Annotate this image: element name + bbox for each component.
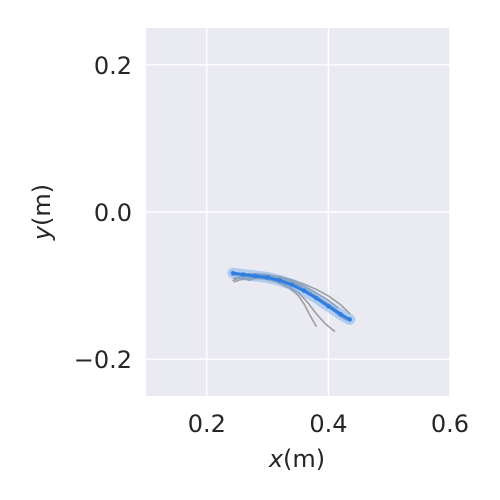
demonstration-line (234, 276, 339, 309)
y-axis-label-var: y (28, 225, 56, 241)
prediction-point (338, 311, 343, 317)
x-tick-labels: 0.2 0.4 0.6 (188, 410, 469, 438)
x-tick-label: 0.4 (309, 410, 347, 438)
prediction-point (253, 273, 258, 279)
y-tick-label: 0.2 (94, 52, 132, 80)
x-axis-label-unit: (m) (283, 445, 325, 473)
x-tick-label: 0.2 (188, 410, 226, 438)
y-tick-label: 0.0 (94, 199, 132, 227)
prediction-point (230, 270, 236, 276)
x-axis-label-var: x (268, 445, 284, 473)
demonstration-line (232, 276, 336, 332)
prediction-point (313, 295, 319, 301)
y-tick-label: −0.2 (74, 346, 132, 374)
prediction-point (289, 282, 295, 288)
prediction-point (326, 303, 331, 309)
prediction-point (277, 278, 283, 283)
prediction-point (265, 275, 270, 280)
y-axis-label-unit: (m) (28, 184, 56, 226)
prediction-point (347, 317, 353, 322)
grid-lines (146, 28, 451, 396)
x-axis-label: x(m) (268, 445, 325, 473)
prediction-point (240, 272, 246, 277)
x-tick-label: 0.6 (431, 410, 469, 438)
y-tick-labels: 0.2 0.0 −0.2 (74, 52, 132, 374)
prediction-trajectory (227, 267, 356, 325)
prediction-point (301, 288, 307, 294)
y-axis-label: y(m) (28, 184, 56, 241)
